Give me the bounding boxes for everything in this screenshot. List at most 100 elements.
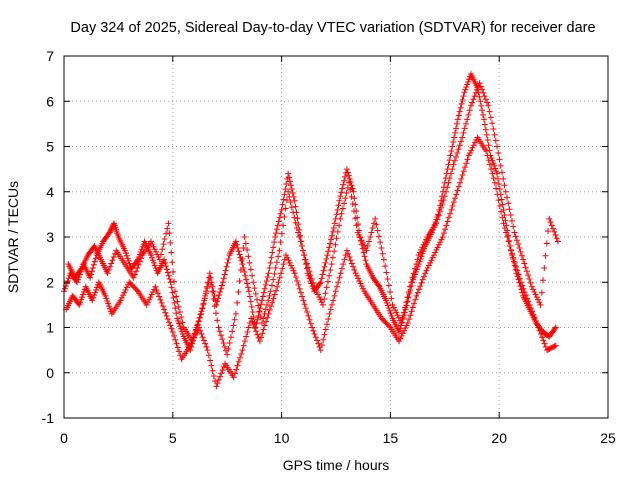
data-point [554, 238, 561, 245]
data-point [309, 324, 316, 331]
data-point [121, 247, 128, 254]
data-point [170, 294, 177, 301]
data-point [203, 343, 210, 350]
data-point [397, 335, 404, 342]
data-point [93, 284, 100, 291]
data-point [328, 232, 335, 239]
data-point [455, 112, 462, 119]
data-point [342, 195, 349, 202]
data-point [447, 210, 454, 217]
data-point [347, 186, 354, 193]
data-point [276, 247, 283, 254]
data-point [439, 234, 446, 240]
data-point [344, 169, 351, 176]
data-point [495, 197, 502, 204]
data-point [167, 239, 174, 246]
data-point [350, 188, 357, 195]
data-point [339, 205, 346, 212]
data-point [452, 129, 459, 136]
data-point [498, 208, 505, 215]
data-point [527, 279, 534, 286]
data-point [131, 271, 138, 278]
data-point [161, 306, 168, 313]
data-point [158, 299, 165, 306]
data-point [503, 229, 510, 236]
data-point [364, 243, 371, 250]
data-point [289, 190, 296, 197]
data-point [160, 241, 167, 248]
data-point [551, 325, 558, 332]
data-point [295, 281, 302, 288]
data-point [109, 257, 116, 264]
data-point [231, 316, 238, 323]
data-point [356, 277, 363, 284]
data-point [217, 288, 224, 295]
data-point [335, 279, 342, 286]
data-point [177, 325, 184, 332]
data-point [367, 234, 374, 240]
data-point [464, 81, 471, 88]
data-point [464, 156, 471, 163]
data-point [486, 161, 493, 168]
data-point [363, 247, 370, 254]
data-point [174, 298, 181, 305]
data-point [266, 292, 273, 299]
data-point [394, 312, 401, 319]
data-point [334, 228, 341, 235]
data-point [385, 282, 392, 289]
data-point [491, 162, 498, 169]
data-point [274, 283, 281, 290]
data-point [175, 318, 182, 325]
data-point [254, 331, 261, 338]
data-point [337, 270, 344, 277]
data-point [254, 296, 261, 303]
data-point [280, 222, 287, 229]
data-point [249, 272, 256, 279]
data-point [388, 295, 395, 302]
data-point [190, 334, 197, 341]
data-point [259, 293, 266, 300]
data-point [271, 291, 278, 298]
data-point [197, 311, 204, 318]
data-point [208, 279, 215, 286]
data-point [139, 243, 146, 250]
data-point [470, 142, 477, 149]
data-point [156, 293, 163, 300]
data-point [327, 266, 334, 273]
data-point [273, 287, 280, 294]
data-point [333, 283, 340, 290]
data-point [217, 332, 224, 339]
data-point [264, 274, 271, 281]
data-point [435, 212, 442, 219]
data-point [324, 278, 331, 285]
data-point [164, 316, 171, 323]
data-point [420, 241, 427, 248]
data-point [323, 321, 330, 328]
data-point [174, 315, 181, 322]
data-point [500, 175, 507, 182]
data-point [348, 260, 355, 267]
data-point [500, 220, 507, 227]
data-point [316, 280, 323, 287]
data-point [537, 330, 544, 337]
data-point [405, 294, 412, 301]
data-point [438, 204, 445, 211]
data-point [278, 230, 285, 237]
data-point [239, 261, 246, 268]
data-point [501, 182, 508, 189]
data-point [191, 330, 198, 337]
data-point [441, 193, 448, 200]
data-point [520, 256, 527, 263]
data-point [454, 149, 461, 156]
data-point [156, 256, 163, 263]
data-point [168, 325, 175, 332]
data-point [204, 347, 211, 354]
data-point [480, 116, 487, 123]
data-point [510, 255, 517, 262]
data-point [338, 189, 345, 196]
data-point [405, 288, 412, 295]
data-point [105, 300, 112, 307]
data-point [440, 197, 447, 204]
data-point [215, 324, 222, 331]
